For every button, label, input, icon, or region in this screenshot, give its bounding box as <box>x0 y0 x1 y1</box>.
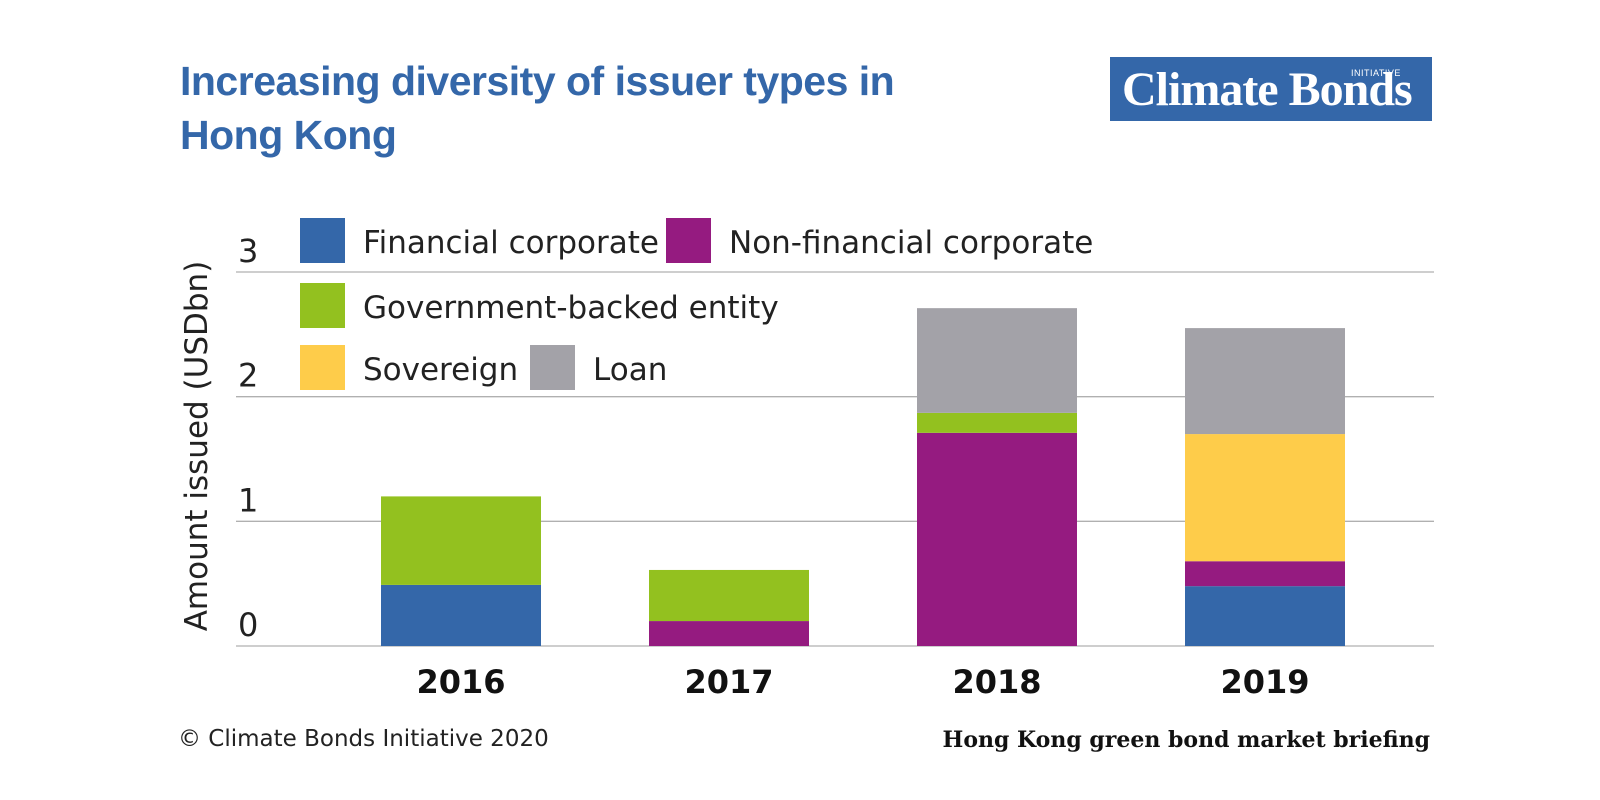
copyright-notice: © Climate Bonds Initiative 2020 <box>178 726 549 752</box>
y-tick-label-1: 1 <box>238 481 258 519</box>
legend-swatch-government-backed-entity <box>300 283 345 328</box>
y-tick-label-2: 2 <box>238 357 258 395</box>
bar-2017-non-financial-corporate <box>649 621 809 646</box>
bar-2016-financial-corporate <box>381 584 541 646</box>
bar-2019-sovereign <box>1185 434 1345 562</box>
climate-bonds-logo: Climate Bonds INITIATIVE <box>1110 57 1432 121</box>
x-tick-label-2016: 2016 <box>416 663 505 701</box>
bar-2018-loan <box>917 308 1077 413</box>
bar-2016-government-backed-entity <box>381 496 541 585</box>
legend-label-non-financial-corporate: Non-financial corporate <box>729 225 1093 261</box>
legend-swatch-financial-corporate <box>300 218 345 263</box>
legend-swatch-sovereign <box>300 345 345 390</box>
y-axis-label: Amount issued (USDbn) <box>179 261 215 632</box>
bar-2017-government-backed-entity <box>649 569 809 622</box>
y-tick-label-3: 3 <box>238 232 258 270</box>
bar-2019-financial-corporate <box>1185 586 1345 646</box>
x-tick-label-2018: 2018 <box>952 663 1041 701</box>
legend-label-loan: Loan <box>593 352 667 388</box>
legend-swatch-non-financial-corporate <box>666 218 711 263</box>
legend-label-government-backed-entity: Government-backed entity <box>363 290 779 326</box>
bar-2019-loan <box>1185 328 1345 435</box>
report-source: Hong Kong green bond market briefing <box>942 727 1430 753</box>
chart-title: Increasing diversity of issuer types in … <box>180 58 895 158</box>
x-tick-label-2017: 2017 <box>684 663 773 701</box>
bar-2018-non-financial-corporate <box>917 432 1077 646</box>
y-tick-label-0: 0 <box>238 606 258 644</box>
legend-label-sovereign: Sovereign <box>363 352 518 388</box>
logo-wordmark: Climate Bonds <box>1122 63 1413 116</box>
bar-2019-non-financial-corporate <box>1185 561 1345 587</box>
bar-2018-government-backed-entity <box>917 412 1077 433</box>
legend-label-financial-corporate: Financial corporate <box>363 225 659 261</box>
legend-swatch-loan <box>530 345 575 390</box>
x-tick-label-2019: 2019 <box>1220 663 1309 701</box>
logo-subtext: INITIATIVE <box>1351 68 1401 78</box>
